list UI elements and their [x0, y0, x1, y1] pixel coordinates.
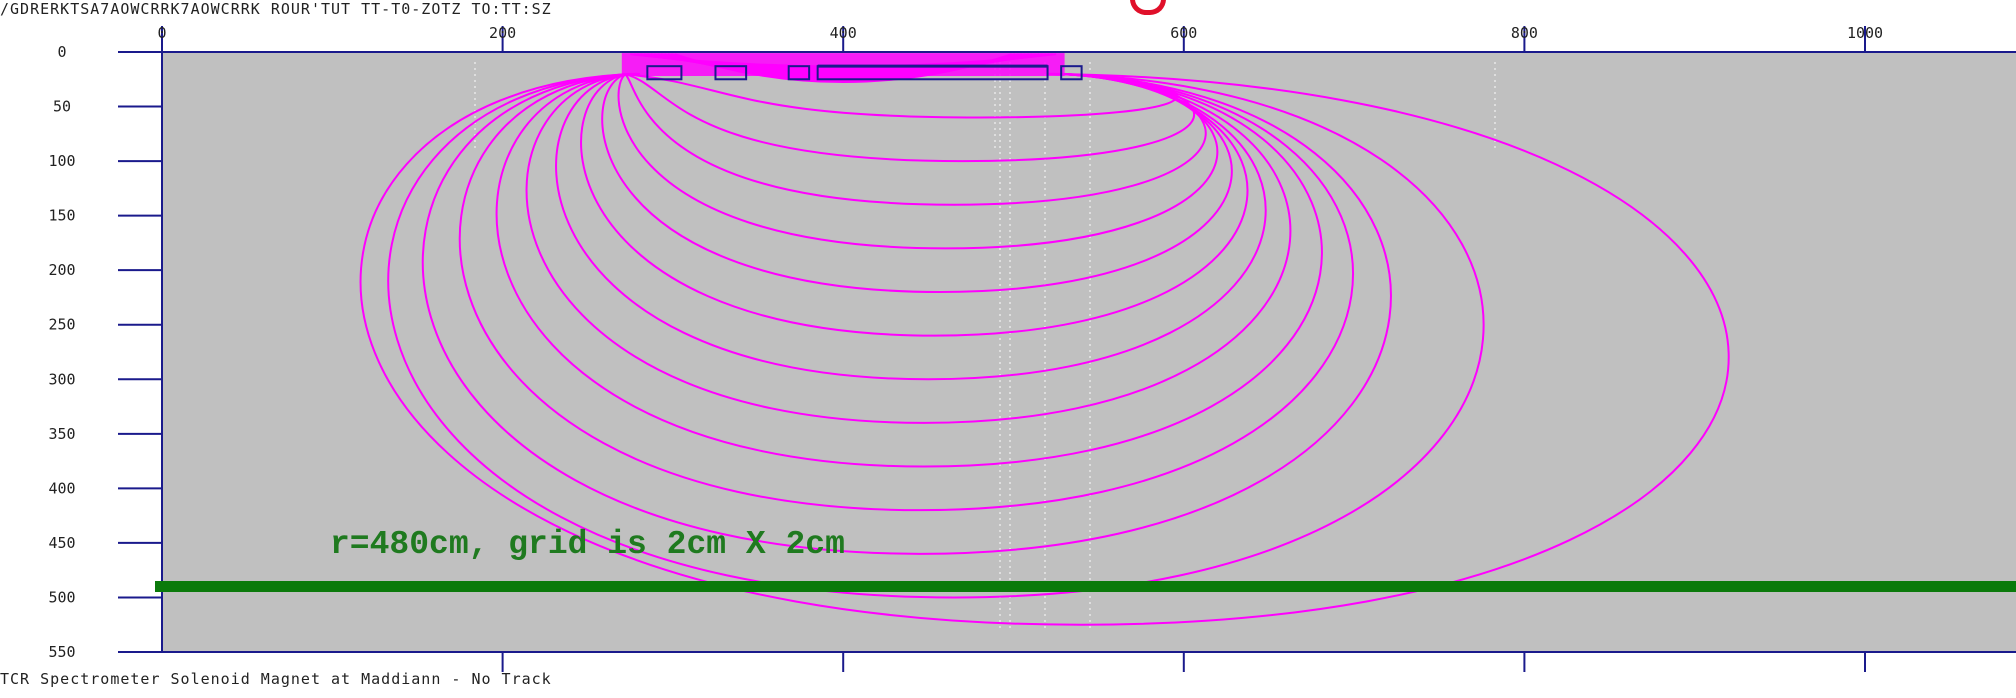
- footer-caption-text: TCR Spectrometer Solenoid Magnet at Madd…: [0, 670, 552, 688]
- y-tick-label: 300: [48, 370, 75, 388]
- y-tick-label: 250: [48, 316, 75, 334]
- contour-line: [525, 72, 1292, 424]
- contour-line: [387, 72, 1485, 599]
- contour-line: [601, 72, 1233, 294]
- y-tick-label: 500: [48, 588, 75, 606]
- annotation-text: r=480cm, grid is 2cm X 2cm: [330, 526, 845, 563]
- x-tick-label: 1000: [1847, 24, 1883, 42]
- y-tick-label: 400: [48, 479, 75, 497]
- detector-box: [787, 65, 811, 81]
- contour-line: [555, 72, 1267, 381]
- x-tick-label: 400: [830, 24, 857, 42]
- y-tick-label: 450: [48, 534, 75, 552]
- detector-box: [1060, 65, 1083, 81]
- contour-line: [617, 72, 1219, 250]
- y-tick-label: 350: [48, 425, 75, 443]
- contour-line: [580, 72, 1249, 337]
- y-tick-label: 0: [57, 43, 66, 61]
- x-tick-label: 800: [1511, 24, 1538, 42]
- contour-line: [359, 72, 1730, 626]
- plot-background: [162, 52, 2016, 652]
- contour-line: [495, 72, 1323, 468]
- contour-line: [458, 72, 1354, 512]
- contour-line: [421, 72, 1392, 555]
- red-annotation-mark-icon: [1130, 0, 1166, 15]
- x-tick-label: 0: [157, 24, 166, 42]
- x-tick-label: 200: [489, 24, 516, 42]
- source-region: [621, 53, 1065, 76]
- header-path-text: /GDRERKTSA7AOWCRRK7AOWCRRK ROUR'TUT TT-T…: [0, 0, 552, 18]
- y-tick-label: 150: [48, 207, 75, 225]
- detector-box: [714, 65, 748, 81]
- y-tick-label: 50: [53, 98, 71, 116]
- detector-box: [646, 65, 683, 81]
- y-tick-label: 200: [48, 261, 75, 279]
- x-tick-label: 600: [1170, 24, 1197, 42]
- y-tick-label: 550: [48, 643, 75, 661]
- y-tick-label: 100: [48, 152, 75, 170]
